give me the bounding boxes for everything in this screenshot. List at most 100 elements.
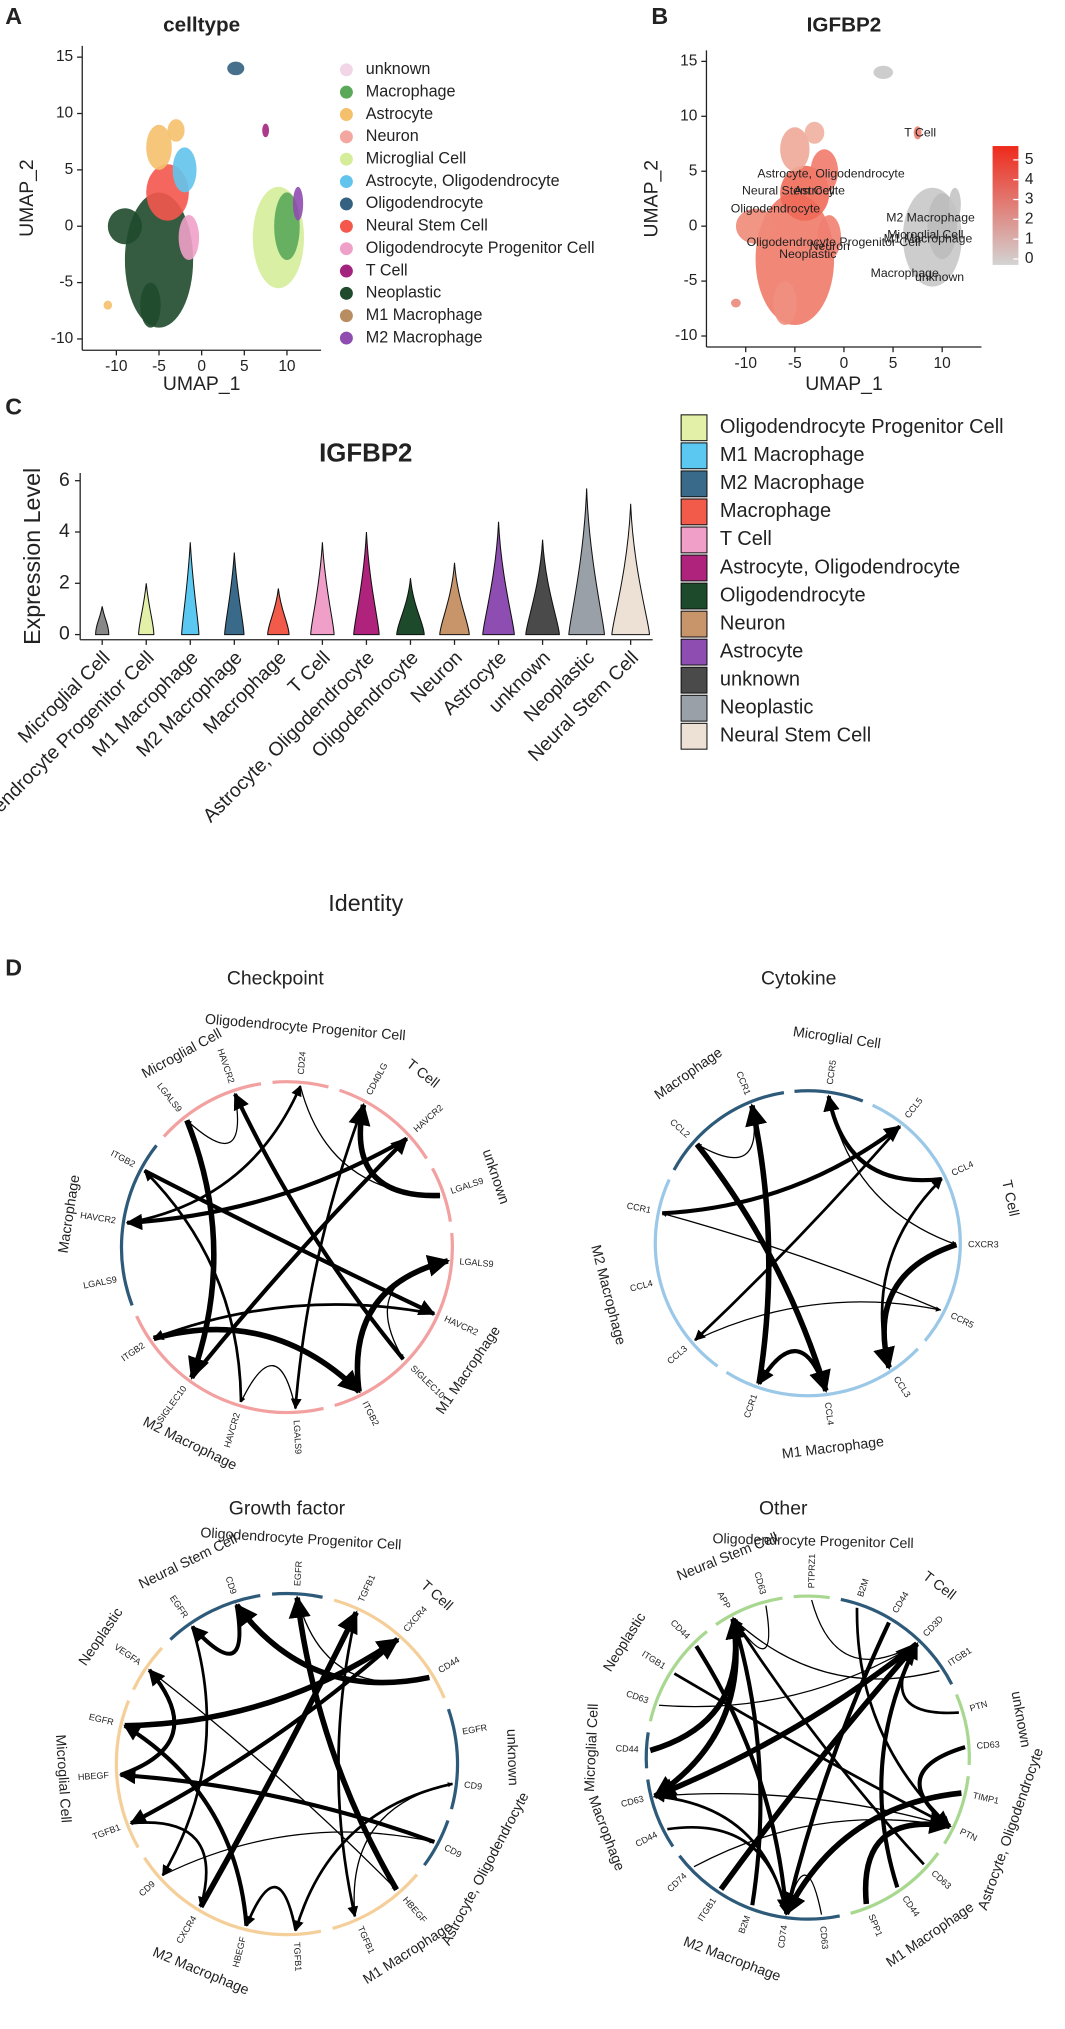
sector-arc: [431, 1167, 452, 1222]
gene-label: B2M: [855, 1577, 870, 1598]
chord: [879, 1642, 919, 1889]
chord: [673, 1672, 951, 1828]
sector-arc: [871, 1103, 962, 1342]
chord: [862, 1812, 952, 1905]
legend-label: M2 Macrophage: [720, 472, 865, 494]
cluster-label: Oligodendrocyte Progenitor Cell: [747, 235, 921, 249]
sector-arc: [840, 1597, 954, 1685]
sector-arc: [715, 1596, 783, 1626]
legend-label: Neural Stem Cell: [366, 217, 488, 235]
sector-label: Neoplastic: [76, 1605, 127, 1669]
cluster-region: [146, 124, 172, 170]
chord: [233, 1092, 405, 1361]
cluster-region: [735, 208, 776, 244]
gene-label: CCR1: [742, 1393, 760, 1420]
legend-label: Astrocyte, Oligodendrocyte: [720, 556, 960, 578]
sector-arc: [646, 1779, 675, 1848]
gene-label: CCL4: [823, 1402, 836, 1426]
gene-label: CD24: [296, 1051, 308, 1075]
cluster-region: [731, 298, 741, 308]
gene-label: CD40LG: [364, 1061, 389, 1097]
cluster-label: Neural Stem Cell: [742, 184, 835, 198]
cluster-region: [227, 61, 245, 76]
sector-label: Oligodendrocyte Progenitor Cell: [712, 1531, 914, 1552]
chord: [783, 1790, 962, 1916]
gene-label: TGFB1: [292, 1942, 304, 1972]
violin: [267, 588, 290, 636]
chord: [694, 1301, 942, 1341]
x-axis-label: UMAP_1: [805, 373, 883, 395]
chord: [745, 1103, 772, 1385]
gene-label: B2M: [736, 1914, 752, 1935]
chord: [240, 1365, 297, 1409]
sector-arc: [653, 1178, 719, 1368]
sector-arc: [423, 1819, 450, 1867]
gene-label: APP: [715, 1590, 732, 1611]
sector-label: M1 Macrophage: [883, 1899, 977, 1971]
legend-label: M1 Macrophage: [366, 306, 483, 324]
sector-arc: [143, 1856, 322, 1937]
gene-label: HAVCR2: [222, 1412, 242, 1449]
chord: [661, 1212, 941, 1311]
legend-label: T Cell: [720, 528, 772, 550]
gene-label: HAVCR2: [216, 1047, 237, 1084]
legend-label: M2 Macrophage: [366, 328, 483, 346]
chord: [732, 1605, 770, 1650]
legend-label: Neuron: [366, 127, 419, 145]
legend-swatch: [680, 498, 708, 526]
cluster-label: Astrocyte: [794, 184, 845, 198]
sector-label: Astrocyte, Oligodendrocyte: [975, 1746, 1047, 1912]
y-tick-label: 15: [56, 48, 73, 65]
gene-label: EGFR: [292, 1560, 304, 1586]
colorbar-tick-label: 3: [1025, 191, 1034, 208]
legend-swatch: [339, 175, 353, 189]
violin: [482, 521, 515, 636]
legend-swatch: [339, 331, 353, 345]
sector-label: Neoplastic: [600, 1610, 649, 1675]
gene-label: CD3D: [921, 1613, 946, 1638]
sector-arc: [793, 1594, 830, 1600]
colorbar: [992, 146, 1019, 265]
legend-swatch: [339, 309, 353, 323]
y-tick-label: 5: [65, 161, 74, 178]
x-tick-label: 10: [934, 355, 952, 372]
y-tick-label: 0: [689, 217, 698, 234]
gene-label: ITGB2: [119, 1340, 146, 1363]
chord: [127, 1085, 302, 1225]
chord: [124, 1637, 400, 1729]
chord: [732, 1617, 925, 1866]
legend-swatch: [339, 85, 353, 99]
gene-label: SPP1: [867, 1913, 885, 1938]
gene-label: CD63: [929, 1868, 953, 1891]
gene-label: TIMP1: [972, 1790, 1000, 1806]
sector-arc: [271, 1591, 323, 1599]
cluster-label: Oligodendrocyte: [731, 202, 820, 216]
legend-label: Oligodendrocyte: [366, 194, 484, 212]
violin: [439, 562, 470, 636]
x-tick-label: -10: [735, 355, 758, 372]
y-axis-label: UMAP_2: [16, 159, 38, 237]
gene-label: ITGB1: [640, 1649, 667, 1671]
cluster-label: unknown: [915, 270, 964, 284]
cluster-region: [172, 147, 197, 193]
legend-label: unknown: [366, 60, 431, 78]
sector-arc: [119, 1144, 158, 1307]
legend-swatch: [339, 63, 353, 77]
chord: [198, 1610, 359, 1909]
legend-label: Astrocyte, Oligodendrocyte: [366, 172, 560, 190]
legend-swatch: [680, 666, 708, 694]
gene-label: HAVCR2: [80, 1210, 117, 1225]
chord: [828, 1095, 957, 1246]
cluster-label: M1 Macrophage: [884, 231, 973, 245]
gene-label: CCL5: [903, 1096, 925, 1120]
chord: [143, 1169, 243, 1402]
chart-title: celltype: [163, 13, 240, 36]
sector-arc: [114, 1699, 140, 1849]
chart-title: IGFBP2: [807, 13, 882, 36]
violin: [568, 488, 605, 636]
y-axis-label: UMAP_2: [640, 160, 662, 238]
y-tick-label: 10: [680, 107, 698, 124]
gene-label: CD44: [634, 1829, 659, 1848]
cluster-region: [107, 208, 142, 245]
